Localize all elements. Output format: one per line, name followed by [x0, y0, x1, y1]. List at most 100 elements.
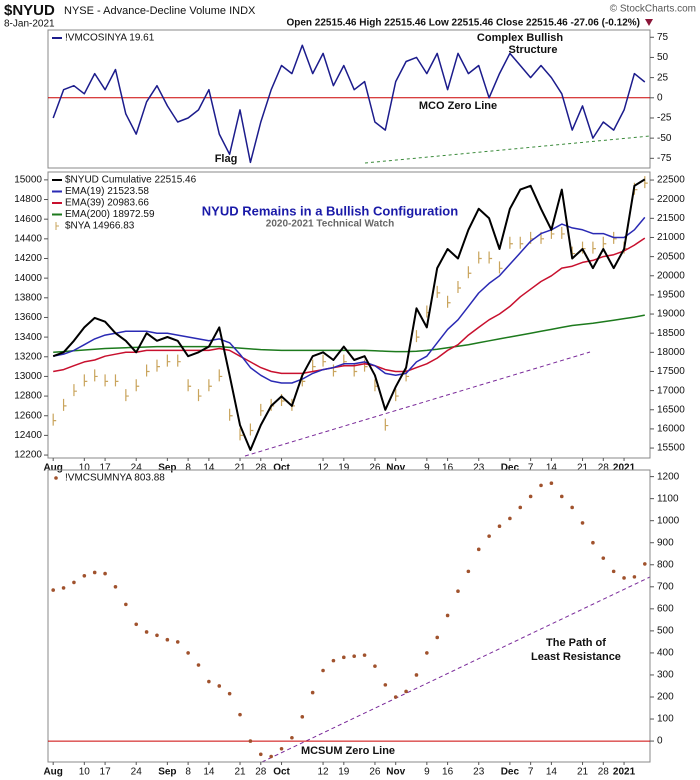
x-tick-label: Nov: [386, 767, 405, 778]
price-bar: [384, 418, 389, 431]
dot: [155, 633, 159, 638]
x-tick-label: 23: [473, 463, 485, 474]
y-tick-label: 15000: [14, 175, 42, 186]
dot: [134, 622, 139, 627]
description: NYSE - Advance-Decline Volume INDX: [64, 5, 256, 17]
x-tick-label: 2021: [613, 463, 636, 474]
dot: [92, 570, 97, 575]
price-bar: [488, 251, 493, 264]
price-bar: [62, 398, 67, 411]
dot: [258, 752, 263, 757]
dot: [580, 521, 585, 525]
y-tick-label: 21500: [657, 213, 685, 224]
x-tick-label: 19: [338, 463, 350, 474]
series-line: [53, 314, 645, 354]
annotation: Structure: [509, 44, 558, 56]
x-tick-label: 8: [185, 767, 191, 778]
price-bar: [135, 379, 140, 392]
y-tick-label: 22500: [657, 175, 685, 186]
dot: [61, 586, 66, 590]
dot: [207, 679, 211, 684]
price-bar: [73, 384, 77, 397]
y-tick-label: 700: [657, 581, 674, 592]
price-bar: [322, 354, 327, 367]
dot: [352, 654, 356, 659]
x-tick-label: 10: [79, 463, 91, 474]
x-tick-label: 8: [185, 463, 191, 474]
x-tick-label: 17: [100, 767, 112, 778]
x-tick-label: Dec: [501, 463, 520, 474]
x-tick-label: 21: [577, 767, 589, 778]
price-bar: [530, 231, 534, 244]
price-bar: [457, 280, 461, 293]
legend-swatch: [55, 222, 59, 230]
y-tick-label: 50: [657, 52, 669, 63]
price-bar: [509, 236, 513, 249]
y-tick-label: 12600: [14, 410, 42, 421]
dot: [103, 571, 107, 576]
y-tick-label: 25: [657, 72, 669, 83]
price-bar: [644, 176, 648, 189]
dot: [175, 640, 180, 644]
dot: [622, 576, 626, 580]
annotation: Flag: [215, 153, 238, 165]
x-tick-label: 28: [598, 463, 610, 474]
dot: [435, 635, 440, 640]
y-tick-label: 16500: [657, 404, 685, 415]
annotation: Least Resistance: [531, 651, 621, 663]
dot: [82, 573, 87, 578]
x-tick-label: Aug: [43, 463, 62, 474]
panel-frame: [47, 171, 651, 459]
y-tick-label: 800: [657, 559, 674, 570]
x-tick-label: 16: [442, 767, 454, 778]
price-bar: [249, 423, 254, 436]
x-tick-label: Oct: [273, 767, 290, 778]
price-bar: [239, 428, 244, 441]
y-tick-label: 13600: [14, 312, 42, 323]
dot: [186, 651, 190, 655]
dot: [591, 540, 595, 545]
y-tick-label: 14600: [14, 214, 42, 225]
x-tick-label: 2021: [613, 767, 636, 778]
dot: [165, 637, 170, 642]
price-bar: [415, 330, 420, 343]
legend-swatch: [54, 476, 58, 480]
y-tick-label: 14000: [14, 273, 42, 284]
x-tick-label: Nov: [386, 463, 405, 474]
price-bar: [332, 364, 337, 377]
chart-subtitle: 2020-2021 Technical Watch: [266, 219, 394, 230]
x-tick-label: 28: [255, 463, 267, 474]
y-tick-label: 14200: [14, 253, 42, 264]
dot: [279, 746, 284, 751]
annotation: The Path of: [546, 637, 606, 649]
ohlc: Open 22515.46 High 22515.46 Low 22515.46…: [286, 18, 640, 29]
x-tick-label: 26: [369, 463, 381, 474]
price-bar: [114, 374, 119, 387]
x-tick-label: Sep: [158, 463, 176, 474]
dot: [643, 562, 647, 566]
dot: [124, 602, 128, 607]
legend-label: !VMCOSINYA 19.61: [65, 33, 155, 44]
y-tick-label: 16000: [657, 424, 685, 435]
dot: [466, 569, 471, 574]
dot: [113, 585, 118, 589]
dot: [559, 494, 564, 499]
series-line: [53, 216, 646, 384]
dot: [445, 613, 450, 618]
x-tick-label: 9: [424, 463, 430, 474]
y-tick-label: -25: [657, 113, 672, 124]
series-line: [52, 44, 646, 164]
dot: [248, 739, 253, 743]
y-tick-label: 15500: [657, 443, 685, 454]
price-bar: [83, 374, 88, 387]
dot: [72, 580, 76, 585]
x-tick-label: 16: [442, 463, 454, 474]
dot: [476, 547, 481, 552]
legend-label: $NYUD Cumulative 22515.46: [65, 175, 197, 186]
price-bar: [312, 359, 316, 372]
dot: [196, 663, 201, 667]
x-tick-label: 24: [131, 463, 143, 474]
dot: [549, 481, 554, 486]
dot: [539, 483, 543, 488]
